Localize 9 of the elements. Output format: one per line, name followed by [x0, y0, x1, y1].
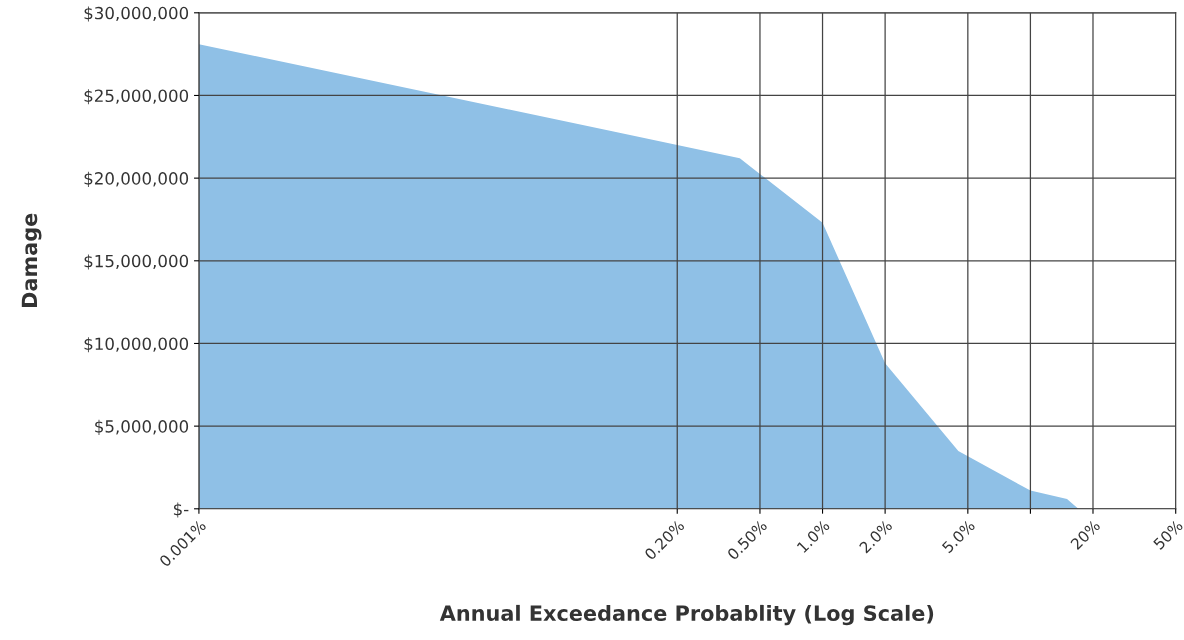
y-tick-label: $30,000,000 [84, 6, 189, 22]
x-axis-title: Annual Exceedance Probablity (Log Scale) [439, 604, 934, 626]
y-tick-label: $25,000,000 [84, 89, 189, 105]
y-tick-label: $5,000,000 [95, 419, 189, 435]
y-axis-title: Damage [21, 213, 42, 307]
y-tick-label: $- [173, 502, 189, 518]
y-tick-label: $10,000,000 [84, 337, 189, 353]
y-tick-label: $15,000,000 [84, 254, 189, 270]
y-tick-label: $20,000,000 [84, 171, 189, 187]
